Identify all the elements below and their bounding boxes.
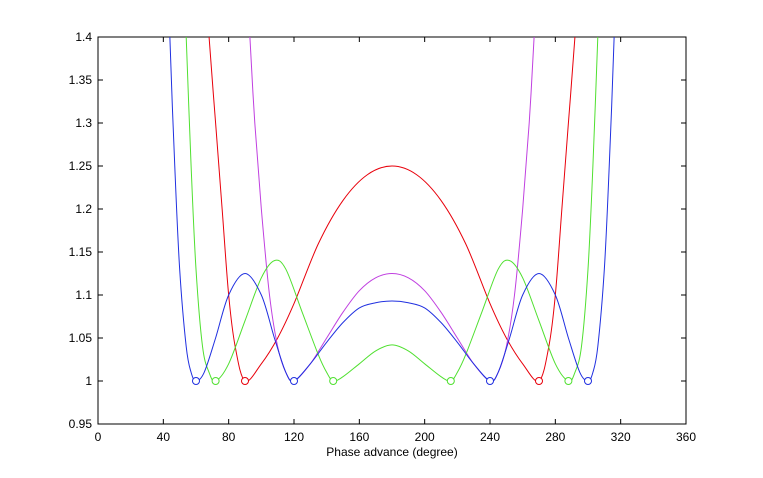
point-marker xyxy=(290,377,298,385)
y-tick-label: 1.25 xyxy=(69,159,93,173)
x-tick-label: 40 xyxy=(157,430,171,444)
plot-area xyxy=(169,37,615,385)
y-tick-label: 1 xyxy=(85,374,92,388)
x-tick-label: 200 xyxy=(415,430,435,444)
y-tick-label: 1.35 xyxy=(69,73,93,87)
y-tick-label: 1.15 xyxy=(69,245,93,259)
point-marker xyxy=(584,377,592,385)
line-series xyxy=(169,37,615,382)
point-marker xyxy=(446,377,455,385)
x-tick-label: 160 xyxy=(349,430,369,444)
point-marker xyxy=(241,377,249,385)
line-series xyxy=(185,37,599,382)
y-tick-label: 1.2 xyxy=(75,202,92,216)
point-marker xyxy=(329,377,338,385)
point-marker xyxy=(535,377,543,385)
plot-frame xyxy=(97,36,687,425)
point-marker xyxy=(486,377,494,385)
y-tick-label: 1.1 xyxy=(75,288,92,302)
y-tick-label: 1.05 xyxy=(69,331,93,345)
y-tick-label: 0.95 xyxy=(69,417,93,431)
point-marker xyxy=(564,377,573,385)
x-tick-label: 280 xyxy=(545,430,565,444)
x-tick-label: 120 xyxy=(284,430,304,444)
x-tick-label: 320 xyxy=(611,430,631,444)
line-series xyxy=(249,37,535,382)
line-series xyxy=(208,37,576,382)
x-axis-label: Phase advance (degree) xyxy=(326,445,457,459)
point-marker xyxy=(192,377,200,385)
x-tick-label: 240 xyxy=(480,430,500,444)
x-tick-label: 0 xyxy=(95,430,102,444)
y-tick-label: 1.4 xyxy=(75,30,92,44)
x-tick-label: 360 xyxy=(676,430,696,444)
point-marker xyxy=(211,377,220,385)
y-tick-label: 1.3 xyxy=(75,116,92,130)
x-tick-label: 80 xyxy=(222,430,236,444)
